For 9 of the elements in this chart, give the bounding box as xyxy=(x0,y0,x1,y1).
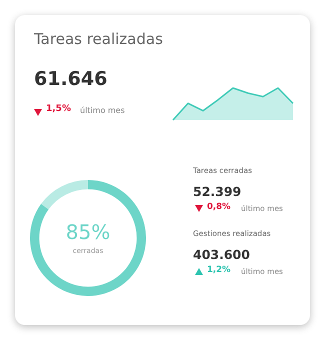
chart-title: Tareas realizadas xyxy=(34,30,163,48)
text: 403.600 xyxy=(193,247,250,262)
text: 0,8% xyxy=(207,202,231,212)
text: 1,5% xyxy=(46,104,71,114)
text: 85% xyxy=(66,220,110,244)
text: 52.399 xyxy=(193,184,242,199)
text: 1,2% xyxy=(207,265,231,275)
text: último mes xyxy=(80,106,125,115)
chart-subtitle: 61.646 xyxy=(34,68,108,90)
